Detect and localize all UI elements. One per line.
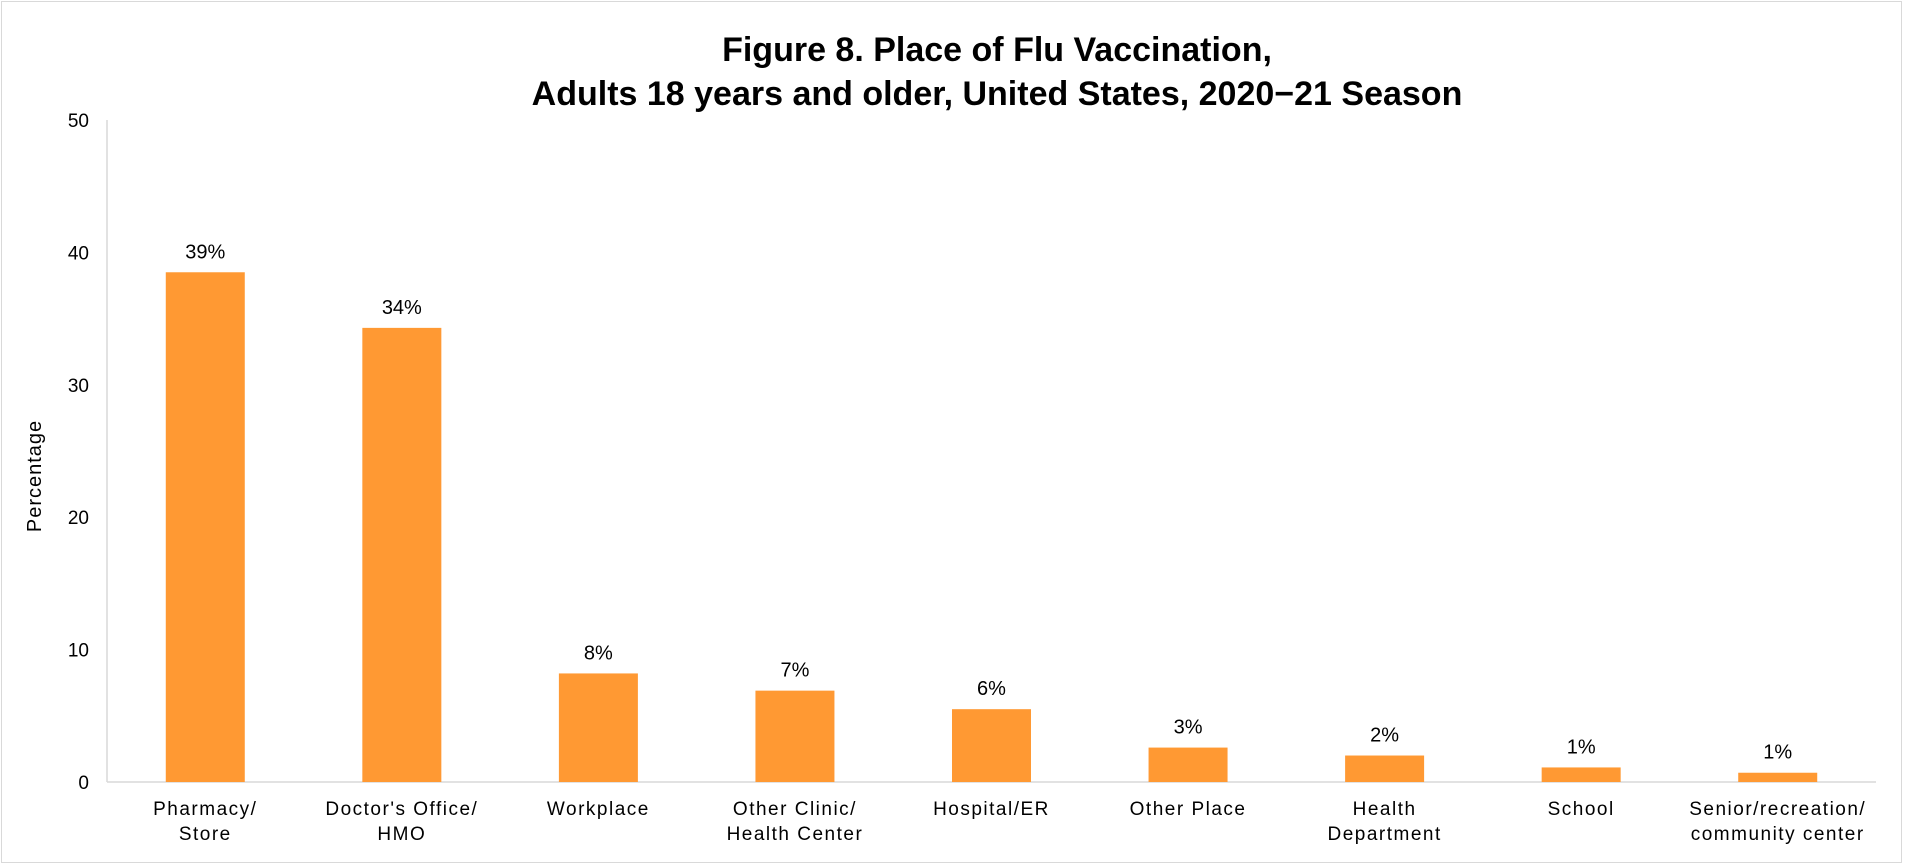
x-tick-label: Health Center <box>727 824 864 845</box>
y-tick-label: 50 <box>68 111 89 132</box>
x-tick-label: Senior/recreation/ <box>1689 799 1866 820</box>
data-label: 1% <box>1763 742 1792 764</box>
data-label: 7% <box>780 660 809 682</box>
bars <box>165 272 1818 782</box>
data-label: 2% <box>1370 725 1399 747</box>
data-label: 34% <box>382 297 422 319</box>
y-tick-label: 10 <box>68 641 89 662</box>
chart-title: Figure 8. Place of Flu Vaccination, Adul… <box>0 28 1905 116</box>
y-tick-label: 20 <box>68 508 89 529</box>
bar <box>1148 747 1228 782</box>
labels: 0 10 20 30 40 50 Percentage 39% Pharmacy/Store 34… <box>24 111 1866 845</box>
bar <box>558 673 638 782</box>
x-tick-label: School <box>1548 799 1615 820</box>
data-label: 1% <box>1567 736 1596 758</box>
bar <box>1541 767 1621 782</box>
x-tick-label: Other Place <box>1130 799 1247 820</box>
y-tick-label: 0 <box>78 773 89 794</box>
bar <box>1345 755 1425 782</box>
chart-title-line-2: Adults 18 years and older, United States… <box>531 75 1463 113</box>
bar <box>1738 772 1818 782</box>
bar <box>165 272 245 782</box>
y-axis-title: Percentage <box>24 420 46 532</box>
chart-title-line-1: Figure 8. Place of Flu Vaccination, <box>722 31 1272 69</box>
bar <box>362 327 442 782</box>
y-tick-label: 30 <box>68 376 89 397</box>
x-tick-label: HMO <box>377 824 426 845</box>
data-label: 39% <box>185 241 225 263</box>
data-label: 3% <box>1174 717 1203 739</box>
data-label: 6% <box>977 678 1006 700</box>
x-tick-label: Doctor's Office/ <box>325 799 478 820</box>
bar <box>755 690 835 782</box>
x-tick-label: Other Clinic/ <box>733 799 857 820</box>
x-tick-label: Health <box>1353 799 1417 820</box>
x-tick-label: Store <box>179 824 232 845</box>
y-tick-label: 40 <box>68 243 89 264</box>
data-label: 8% <box>584 642 613 664</box>
x-tick-label: Workplace <box>547 799 650 820</box>
x-tick-label: Department <box>1327 824 1441 845</box>
bar <box>952 709 1031 782</box>
x-tick-label: Hospital/ER <box>933 799 1050 820</box>
x-tick-label: Pharmacy/ <box>153 799 257 820</box>
x-tick-label: community center <box>1691 824 1865 845</box>
